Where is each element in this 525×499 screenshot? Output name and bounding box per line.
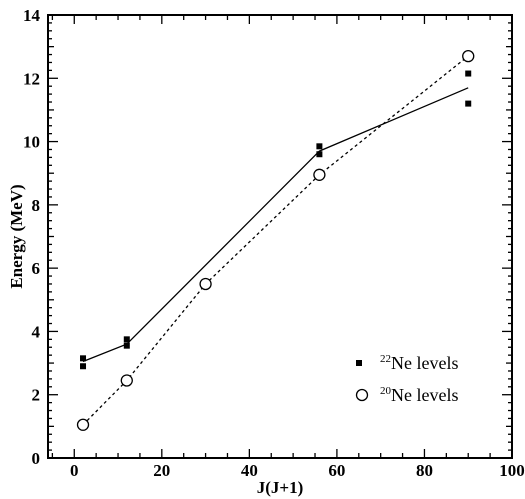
legend-marker-22ne-square [356,360,362,366]
series-markers [76,49,475,431]
data-point-circle [199,277,212,291]
legend-entry-22ne: 22Ne levels [380,353,458,373]
legend-label-20ne: Ne levels [391,385,458,405]
y-tick-label: 14 [23,6,41,25]
data-point-square [80,355,87,362]
y-tick-label: 10 [23,133,40,152]
x-tick-label: 0 [70,461,79,480]
y-tick-label: 8 [32,196,41,215]
data-point-square [123,336,130,343]
legend-sup-20ne: 20 [380,385,392,397]
data-point-circle [462,49,475,63]
data-point-square [80,363,87,370]
data-point-circle [76,418,90,431]
x-tick-label: 100 [499,461,525,480]
data-point-circle [120,374,133,387]
legend-marker-20ne-circle [355,388,369,402]
y-tick-label: 6 [32,259,41,278]
x-tick-label: 60 [328,461,345,480]
y-axis-label: Energy (MeV) [7,184,26,288]
data-point-square [316,151,323,158]
x-axis-label: J(J+1) [257,478,304,497]
legend-entry-20ne: 20Ne levels [380,385,458,405]
x-axis-ticks: 0 20 40 60 80 100 [51,15,525,480]
data-point-circle [313,168,326,181]
y-tick-label: 4 [32,322,41,341]
x-tick-label: 40 [241,461,258,480]
legend: 22Ne levels 20Ne levels [355,353,458,405]
legend-label-22ne: Ne levels [391,353,458,373]
y-tick-label: 2 [32,386,41,405]
x-tick-label: 20 [153,461,170,480]
series-line-0 [82,87,469,363]
y-tick-label: 0 [32,449,41,468]
data-point-square [465,100,472,107]
x-tick-label: 80 [416,461,433,480]
data-point-square [465,70,472,77]
legend-sup-22ne: 22 [380,353,391,365]
y-axis-ticks: 0 2 4 6 8 10 12 14 [23,6,512,468]
data-point-square [316,143,323,150]
data-point-square [123,342,130,349]
y-tick-label: 12 [23,69,40,88]
